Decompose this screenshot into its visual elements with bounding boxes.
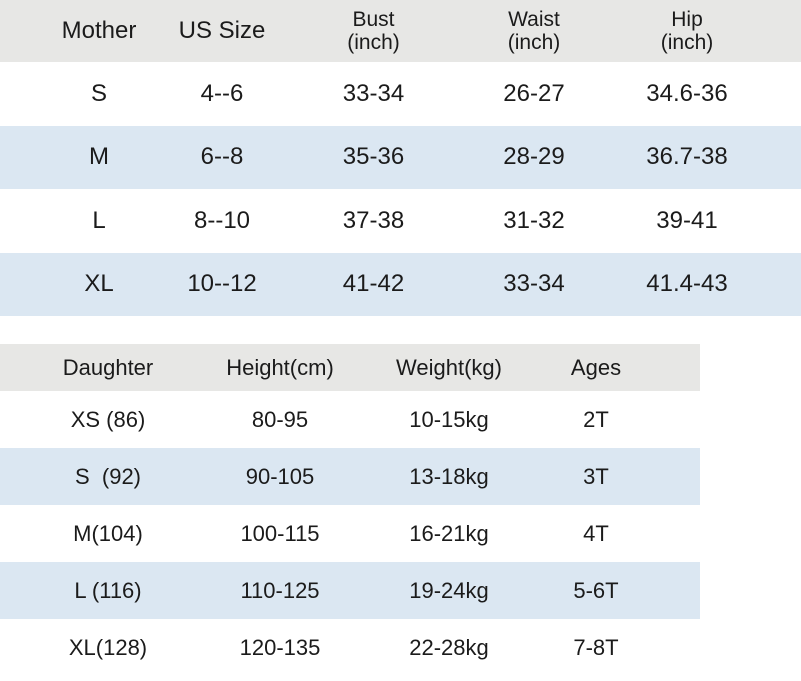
daughter-table-header-row: Daughter Height(cm) Weight(kg) Ages	[0, 344, 700, 391]
header-line-2: (inch)	[660, 31, 714, 54]
header-line-1: Bust	[352, 8, 395, 31]
table-cell: 35-36	[342, 143, 405, 171]
table-cell: 39-41	[656, 206, 718, 234]
table-cell: 10-15kg	[409, 406, 489, 432]
header-line-2: (inch)	[347, 31, 400, 54]
column-header-label: Bust (inch)	[347, 8, 400, 54]
table-cell: 3T	[583, 463, 609, 489]
table-cell: 33-34	[503, 270, 565, 298]
column-header-height: Height(cm)	[226, 354, 334, 380]
table-cell: 4T	[583, 520, 609, 546]
column-header-label: Mother	[61, 17, 137, 44]
header-line-2: (inch)	[507, 31, 561, 54]
table-cell: 8--10	[193, 206, 251, 234]
column-header-daughter: Daughter	[62, 354, 154, 380]
table-row-size-xl-128: XL(128) 120-135 22-28kg 7-8T	[0, 619, 700, 676]
column-header-label: Waist (inch)	[508, 8, 561, 54]
table-cell: 31-32	[503, 206, 565, 234]
table-row-size-l-116: L (116) 110-125 19-24kg 5-6T	[0, 562, 700, 619]
table-row-size-m-104: M(104) 100-115 16-21kg 4T	[0, 505, 700, 562]
table-cell: L	[92, 206, 106, 234]
table-cell: 19-24kg	[409, 577, 489, 603]
table-cell: 4--6	[200, 79, 244, 107]
table-row-size-m: M 6--8 35-36 28-29 36.7-38	[0, 125, 801, 189]
table-cell: 90-105	[245, 463, 315, 489]
header-line-1: Waist	[508, 8, 560, 31]
table-row-size-xs-86: XS (86) 80-95 10-15kg 2T	[0, 391, 700, 448]
table-cell: 33-34	[342, 79, 405, 107]
column-header-label: Hip (inch)	[661, 8, 714, 54]
table-cell: 41-42	[342, 270, 405, 298]
table-cell: 37-38	[342, 206, 405, 234]
table-cell: 120-135	[239, 634, 321, 660]
table-cell: 7-8T	[573, 634, 619, 660]
table-cell: 80-95	[251, 406, 309, 432]
table-row-size-l: L 8--10 37-38 31-32 39-41	[0, 189, 801, 253]
table-cell: 26-27	[503, 79, 565, 107]
column-header-hip: Hip (inch)	[610, 0, 801, 62]
table-cell: XS (86)	[70, 406, 146, 432]
table-cell: 34.6-36	[646, 79, 728, 107]
daughter-size-table: Daughter Height(cm) Weight(kg) Ages XS (…	[0, 344, 700, 676]
table-cell: L (116)	[74, 577, 142, 603]
column-header-mother: Mother	[0, 0, 160, 62]
table-cell: 100-115	[240, 520, 320, 546]
column-header-ages: Ages	[570, 354, 622, 380]
table-cell: M(104)	[73, 520, 143, 546]
table-cell: 110-125	[240, 577, 320, 603]
table-row-size-s: S 4--6 33-34 26-27 34.6-36	[0, 62, 801, 126]
table-cell: 16-21kg	[409, 520, 489, 546]
table-cell: 10--12	[187, 270, 257, 298]
table-cell: 2T	[583, 406, 609, 432]
table-cell: S (92)	[74, 463, 142, 489]
mother-size-table: Mother US Size Bust (inch) Waist (inch) …	[0, 0, 801, 316]
table-cell: 13-18kg	[409, 463, 489, 489]
table-cell: 5-6T	[573, 577, 619, 603]
column-header-weight: Weight(kg)	[396, 354, 502, 380]
column-header-us-size: US Size	[160, 0, 296, 62]
table-cell: 41.4-43	[646, 270, 728, 298]
table-cell: 6--8	[200, 143, 244, 171]
table-cell: M	[89, 143, 109, 171]
header-line-1: Hip	[671, 8, 703, 31]
table-cell: S	[90, 79, 107, 107]
table-cell: 28-29	[503, 143, 565, 171]
column-header-waist: Waist (inch)	[451, 0, 610, 62]
table-cell: 36.7-38	[646, 143, 728, 171]
table-cell: XL(128)	[68, 634, 148, 660]
table-cell: XL	[84, 270, 114, 298]
mother-table-header-row: Mother US Size Bust (inch) Waist (inch) …	[0, 0, 801, 62]
table-row-size-xl: XL 10--12 41-42 33-34 41.4-43	[0, 252, 801, 316]
column-header-label: US Size	[178, 17, 266, 44]
column-header-bust: Bust (inch)	[296, 0, 451, 62]
table-row-size-s-92: S (92) 90-105 13-18kg 3T	[0, 448, 700, 505]
table-cell: 22-28kg	[409, 634, 489, 660]
